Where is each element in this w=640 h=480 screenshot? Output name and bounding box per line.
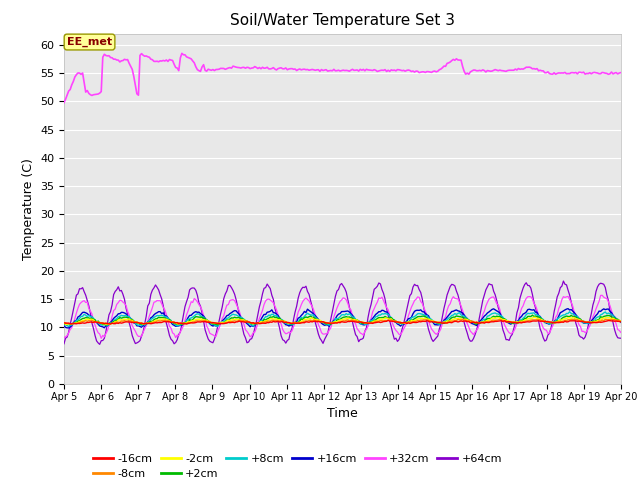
- Y-axis label: Temperature (C): Temperature (C): [22, 158, 35, 260]
- Text: EE_met: EE_met: [67, 37, 112, 47]
- Legend: -16cm, -8cm, -2cm, +2cm, +8cm, +16cm, +32cm, +64cm: -16cm, -8cm, -2cm, +2cm, +8cm, +16cm, +3…: [89, 449, 507, 480]
- Title: Soil/Water Temperature Set 3: Soil/Water Temperature Set 3: [230, 13, 455, 28]
- X-axis label: Time: Time: [327, 407, 358, 420]
